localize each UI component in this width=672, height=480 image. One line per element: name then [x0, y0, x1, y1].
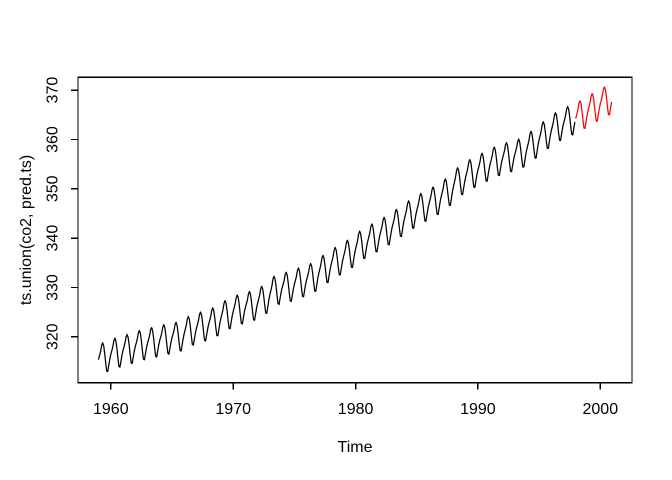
series-lines — [97, 86, 613, 373]
y-tick-label: 350 — [45, 175, 62, 202]
y-tick-label: 370 — [45, 77, 62, 104]
x-tick-label: 2000 — [583, 401, 619, 418]
y-tick-label: 320 — [45, 323, 62, 350]
y-tick-label: 360 — [45, 126, 62, 153]
y-tick-label: 340 — [45, 225, 62, 252]
x-axis-title: Time — [338, 439, 373, 456]
x-tick-label: 1980 — [338, 401, 374, 418]
x-tick-label: 1990 — [460, 401, 496, 418]
y-axis: 320 330 340 350 360 370 — [45, 77, 78, 350]
y-axis-title: ts.union(co2, pred.ts) — [18, 155, 35, 305]
x-tick-label: 1960 — [93, 401, 129, 418]
series-line-observed — [97, 105, 576, 373]
y-tick-label: 330 — [45, 274, 62, 301]
x-tick-label: 1970 — [215, 401, 251, 418]
series-line-forecast — [575, 86, 613, 130]
x-axis: 1960 1970 1980 1990 2000 — [93, 382, 619, 418]
